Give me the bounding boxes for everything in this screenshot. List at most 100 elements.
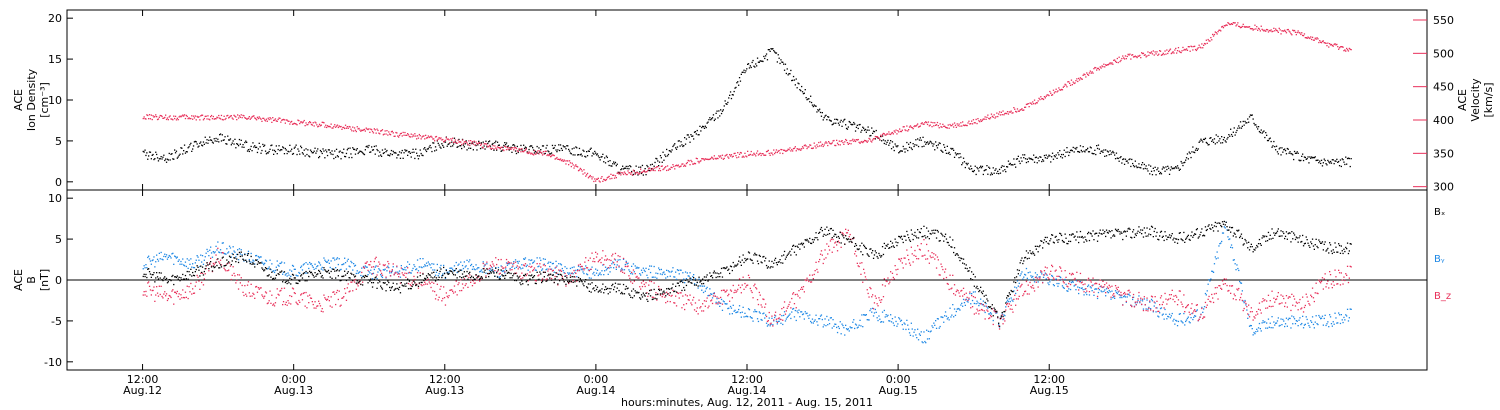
data-point bbox=[256, 151, 259, 154]
data-point bbox=[1077, 80, 1079, 83]
data-point bbox=[398, 154, 400, 156]
data-point bbox=[491, 143, 493, 145]
data-point bbox=[431, 136, 433, 138]
data-point bbox=[742, 71, 744, 73]
data-point bbox=[187, 267, 189, 269]
data-point bbox=[492, 145, 494, 147]
data-point bbox=[343, 126, 345, 129]
data-point bbox=[253, 146, 255, 148]
data-point bbox=[871, 141, 873, 143]
data-point bbox=[701, 310, 703, 312]
data-point bbox=[660, 157, 662, 159]
data-point bbox=[890, 148, 893, 150]
data-point bbox=[370, 128, 372, 130]
data-point bbox=[383, 133, 385, 135]
data-point bbox=[621, 168, 623, 170]
data-point bbox=[454, 139, 456, 141]
data-point bbox=[1008, 111, 1010, 113]
data-point bbox=[783, 301, 786, 303]
data-point bbox=[196, 115, 198, 118]
data-point bbox=[599, 181, 601, 183]
data-point bbox=[1248, 116, 1251, 118]
data-point bbox=[538, 274, 540, 276]
data-point bbox=[780, 148, 782, 151]
data-point bbox=[626, 173, 628, 176]
data-point bbox=[860, 273, 862, 275]
data-point bbox=[1153, 170, 1155, 172]
data-point bbox=[921, 122, 923, 124]
data-point bbox=[858, 124, 860, 126]
data-point bbox=[1223, 226, 1225, 228]
data-point bbox=[649, 164, 652, 166]
data-point bbox=[1164, 308, 1166, 311]
data-point bbox=[882, 139, 885, 141]
data-point bbox=[291, 148, 293, 150]
data-point bbox=[368, 270, 370, 273]
data-point bbox=[815, 261, 817, 263]
data-point bbox=[443, 141, 445, 143]
data-point bbox=[370, 269, 372, 271]
data-point bbox=[372, 266, 375, 268]
data-point bbox=[1266, 28, 1268, 31]
data-point bbox=[1218, 245, 1220, 247]
data-point bbox=[173, 303, 175, 305]
data-point bbox=[784, 320, 787, 322]
data-point bbox=[169, 159, 171, 161]
data-point bbox=[940, 149, 942, 151]
data-point bbox=[1150, 165, 1152, 167]
data-point bbox=[1295, 320, 1297, 322]
data-point bbox=[1129, 295, 1131, 297]
data-point bbox=[699, 285, 701, 287]
data-point bbox=[273, 271, 276, 274]
data-point bbox=[153, 286, 155, 288]
data-point bbox=[212, 251, 214, 253]
data-point bbox=[959, 153, 961, 155]
data-point bbox=[441, 139, 443, 141]
data-point bbox=[705, 158, 707, 160]
data-point bbox=[618, 171, 620, 174]
data-point bbox=[385, 133, 387, 135]
data-point bbox=[792, 308, 794, 310]
data-point bbox=[436, 263, 438, 266]
data-point bbox=[300, 121, 303, 123]
data-point bbox=[532, 147, 534, 149]
data-point bbox=[507, 261, 509, 263]
data-point bbox=[532, 153, 534, 155]
data-point bbox=[655, 292, 657, 294]
data-point bbox=[291, 295, 293, 298]
data-point bbox=[642, 267, 644, 269]
data-point bbox=[304, 305, 306, 307]
data-point bbox=[712, 114, 715, 116]
data-point bbox=[810, 95, 812, 97]
data-point bbox=[499, 272, 501, 274]
data-point bbox=[402, 274, 404, 276]
data-point bbox=[534, 279, 536, 282]
data-point bbox=[512, 144, 514, 146]
data-point bbox=[315, 122, 317, 124]
data-point bbox=[384, 268, 386, 270]
data-point bbox=[1230, 23, 1233, 25]
data-point bbox=[1201, 43, 1203, 45]
data-point bbox=[186, 285, 188, 287]
data-point bbox=[218, 141, 220, 143]
data-point bbox=[310, 263, 313, 265]
data-point bbox=[917, 339, 920, 341]
data-point bbox=[512, 263, 514, 265]
data-point bbox=[1221, 25, 1224, 28]
data-point bbox=[1085, 76, 1087, 78]
data-point bbox=[1280, 318, 1282, 320]
data-point bbox=[398, 270, 401, 272]
data-point bbox=[236, 253, 238, 256]
data-point bbox=[919, 125, 921, 127]
data-point bbox=[1010, 297, 1012, 299]
data-point bbox=[903, 322, 905, 324]
data-point bbox=[959, 309, 961, 311]
data-point bbox=[1141, 162, 1144, 164]
data-point bbox=[814, 319, 816, 321]
data-point bbox=[235, 282, 237, 284]
data-point bbox=[514, 272, 516, 274]
data-point bbox=[545, 269, 547, 271]
data-point bbox=[267, 117, 269, 119]
data-point bbox=[341, 297, 343, 299]
data-point bbox=[214, 262, 216, 264]
